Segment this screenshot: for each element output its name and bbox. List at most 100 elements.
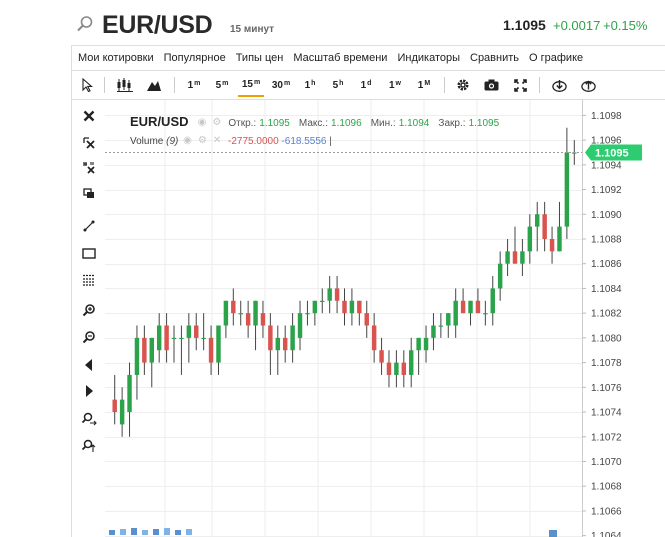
legend-close-label: Закр.:	[438, 118, 466, 129]
candle	[416, 337, 421, 375]
candle-body	[349, 300, 355, 314]
candle-body	[401, 362, 407, 375]
candle	[268, 313, 273, 375]
zoom-out-icon[interactable]	[78, 327, 100, 347]
menu-about-chart[interactable]: О графике	[529, 52, 584, 64]
candle-body	[453, 300, 458, 326]
magnet-icon[interactable]	[78, 158, 100, 178]
scroll-left-icon[interactable]	[78, 355, 100, 375]
volume-bar	[142, 530, 148, 535]
fibonacci-icon[interactable]	[78, 270, 100, 290]
candle	[505, 238, 510, 277]
volume-param: (9)	[166, 136, 179, 147]
candle-body	[186, 325, 192, 338]
fullscreen-icon[interactable]	[509, 71, 531, 99]
price-chart[interactable]: 1.1098 1.1096 1.1094 1.1092 1.1090 1.1088 1.10…	[105, 100, 665, 537]
menu-price-types[interactable]: Типы цен	[235, 52, 284, 64]
erase-icon[interactable]	[78, 132, 100, 152]
last-price-tag-bg	[585, 144, 642, 161]
cursor-icon[interactable]	[76, 71, 98, 99]
candle-body	[460, 300, 466, 314]
candle	[305, 300, 310, 326]
candle	[194, 313, 199, 351]
duplicate-icon[interactable]	[78, 184, 100, 204]
candle	[164, 313, 169, 363]
candles-icon[interactable]	[113, 71, 137, 99]
menu-popular[interactable]: Популярное	[163, 52, 226, 64]
candle-body	[216, 325, 221, 363]
legend-high: 1.1096	[331, 118, 362, 129]
zoom-in-icon[interactable]	[78, 300, 100, 320]
menu-my-quotes[interactable]: Мои котировки	[78, 52, 154, 64]
volume-remove-icon[interactable]: ✕	[212, 135, 222, 146]
volume-bar	[549, 530, 557, 537]
candle-body	[342, 300, 347, 314]
price-tick-label: 1.1064	[591, 531, 622, 537]
candle	[238, 300, 243, 326]
gear-icon[interactable]	[452, 71, 474, 99]
candle	[408, 337, 414, 388]
price-tick-label: 1.1070	[591, 457, 622, 468]
timeframe-30m[interactable]: 30 m	[271, 79, 291, 91]
trendline-icon[interactable]	[78, 216, 100, 236]
candle-body	[446, 313, 451, 326]
candle-body	[290, 325, 295, 351]
candle	[282, 325, 288, 363]
candle-body	[549, 238, 555, 252]
zoom-x-icon[interactable]	[78, 409, 100, 429]
volume-settings-icon[interactable]: ⚙	[197, 135, 207, 146]
zoom-y-icon[interactable]	[78, 436, 100, 456]
candle	[334, 276, 340, 314]
menu-time-scale[interactable]: Масштаб времени	[293, 52, 388, 64]
rectangle-icon[interactable]	[78, 243, 100, 263]
legend-low-label: Мин.:	[370, 118, 396, 129]
candle	[371, 313, 377, 363]
volume-bar	[186, 529, 192, 535]
drawing-tools-panel	[71, 100, 105, 537]
candle-body	[171, 337, 177, 340]
download-icon[interactable]	[548, 71, 570, 99]
candle	[149, 337, 154, 388]
mountain-icon[interactable]	[142, 71, 166, 99]
candle-body	[282, 337, 288, 351]
legend-visibility-icon[interactable]: ◉	[197, 117, 207, 128]
interval-label: 15 минут	[230, 24, 275, 35]
menu-compare[interactable]: Сравнить	[470, 52, 520, 64]
timeframe-15m[interactable]: 15 m	[238, 73, 264, 97]
candle-body	[535, 214, 540, 227]
price-tick-label: 1.1068	[591, 482, 622, 493]
candle	[460, 288, 466, 314]
candle	[216, 325, 221, 375]
chart-area[interactable]: 1.1098 1.1096 1.1094 1.1092 1.1090 1.1088 1.10…	[105, 100, 665, 537]
volume-visibility-icon[interactable]: ◉	[183, 135, 192, 146]
legend-low: 1.1094	[398, 118, 430, 129]
menu-indicators[interactable]: Индикаторы	[397, 52, 460, 64]
candle-body	[505, 251, 510, 264]
candle-body	[260, 313, 266, 326]
toolbar-separator	[174, 77, 175, 93]
candle-body	[438, 325, 444, 327]
search-icon[interactable]	[76, 15, 94, 33]
candle-body	[201, 337, 206, 340]
candle-body	[423, 337, 429, 351]
volume-legend: Volume (9) ◉ ⚙ ✕ -2775.0000 -618.5556 |	[130, 135, 332, 147]
candle-body	[275, 337, 281, 351]
scroll-right-icon[interactable]	[78, 381, 100, 401]
legend-settings-icon[interactable]: ⚙	[212, 117, 222, 128]
volume-bar	[175, 530, 181, 535]
camera-icon[interactable]	[480, 71, 502, 99]
close-icon[interactable]	[78, 106, 100, 126]
last-price-tag-label: 1.1095	[595, 147, 629, 159]
candle	[438, 313, 444, 338]
legend-open: 1.1095	[259, 118, 290, 129]
upload-icon[interactable]	[577, 71, 599, 99]
candle-body	[245, 313, 251, 326]
